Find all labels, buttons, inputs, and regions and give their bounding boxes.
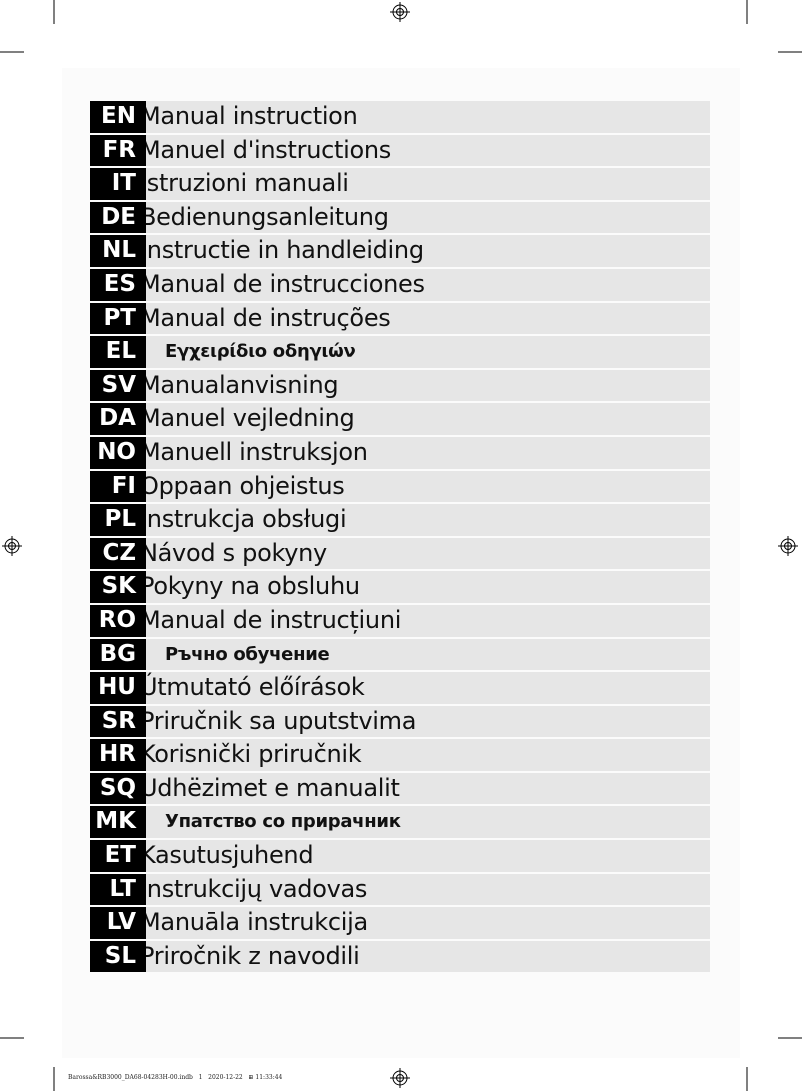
manual-title: Bedienungsanleitung [140, 202, 389, 231]
language-code: MK [90, 806, 146, 839]
language-row: SQ Udhëzimet e manualit [90, 772, 710, 805]
language-code: IT [90, 168, 146, 200]
manual-title: Manual de instrucciones [140, 269, 425, 298]
language-row: FI Oppaan ohjeistus [90, 470, 710, 503]
language-code: RO [90, 604, 146, 637]
language-code: CZ [90, 537, 146, 570]
manual-title: Instrukcijų vadovas [140, 874, 368, 903]
language-code: SL [90, 940, 146, 973]
language-row: EN Manual instruction [90, 101, 710, 133]
language-code: LV [90, 907, 146, 939]
language-row: DE Bedienungsanleitung [90, 201, 710, 234]
manual-title: Manuel vejledning [140, 404, 355, 433]
manual-title: Pokyny na obsluhu [140, 572, 360, 601]
language-row: LT Instrukcijų vadovas [90, 873, 710, 906]
language-row: LV Manuāla instrukcija [90, 907, 710, 939]
language-code: SV [90, 369, 146, 402]
manual-title: Εγχειρίδιο οδηγιών [165, 341, 356, 363]
language-code: DA [90, 403, 146, 435]
manual-title: Instructie in handleiding [140, 236, 424, 265]
language-row: HU Útmutató előírások [90, 672, 710, 704]
manual-title: Manualanvisning [140, 370, 339, 399]
language-row: SL Priročnik z navodili [90, 940, 710, 973]
language-code: FI [90, 470, 146, 503]
manual-title: Návod s pokyny [140, 538, 327, 567]
manual-title: Útmutató előírások [140, 673, 365, 702]
language-row: NL Instructie in handleiding [90, 235, 710, 267]
language-code: PL [90, 504, 146, 536]
language-row: PL Instrukcja obsługi [90, 504, 710, 536]
manual-title: Manual de instrucțiuni [140, 605, 402, 634]
language-row: EL Εγχειρίδιο οδηγιών [90, 336, 710, 368]
language-code: ET [90, 840, 146, 872]
manual-title: Kasutusjuhend [140, 841, 314, 870]
language-row: DA Manuel vejledning [90, 403, 710, 435]
language-row: HR Korisnički priručnik [90, 739, 710, 771]
manual-title: Manuell instruksjon [140, 437, 368, 466]
manual-title: Udhëzimet e manualit [140, 773, 400, 802]
language-code: NO [90, 436, 146, 469]
language-row: BG Ръчно обучение [90, 638, 710, 671]
manual-title: Manuel d'instructions [140, 135, 391, 164]
language-row: SK Pokyny na obsluhu [90, 571, 710, 603]
language-code: EN [90, 101, 146, 133]
language-code: ES [90, 268, 146, 301]
manual-title: Ръчно обучение [165, 643, 330, 665]
language-code: PT [90, 302, 146, 335]
language-code: SR [90, 705, 146, 738]
language-code: SK [90, 571, 146, 603]
footer: Barossa&RB3000_DA68-04283H-00.indb 1 202… [68, 1074, 283, 1081]
language-code: EL [90, 336, 146, 368]
manual-title: Manuāla instrukcija [140, 908, 368, 937]
manual-title: Manual instruction [140, 102, 358, 130]
language-row: NO Manuell instruksjon [90, 436, 710, 469]
manual-title: Istruzioni manuali [140, 169, 349, 198]
language-row: PT Manual de instruções [90, 302, 710, 335]
language-code: BG [90, 638, 146, 671]
manual-title: Instrukcja obsługi [140, 505, 347, 534]
language-code: FR [90, 134, 146, 167]
manual-title: Priručnik sa uputstvima [140, 706, 417, 735]
language-code: HR [90, 739, 146, 771]
language-code: DE [90, 201, 146, 234]
manual-title: Oppaan ohjeistus [140, 471, 345, 500]
language-row: IT Istruzioni manuali [90, 168, 710, 200]
language-row: SR Priručnik sa uputstvima [90, 705, 710, 738]
language-code: NL [90, 235, 146, 267]
manual-title: Manual de instruções [140, 303, 391, 332]
manual-title: Korisnički priručnik [140, 740, 362, 769]
manual-title: Priročnik z navodili [140, 941, 360, 970]
language-row: FR Manuel d'instructions [90, 134, 710, 167]
manual-title: Упатство со прирачник [165, 811, 401, 833]
language-list: EN Manual instruction FR Manuel d'instructi… [90, 101, 710, 974]
language-row: RO Manual de instrucțiuni [90, 604, 710, 637]
language-code: LT [90, 873, 146, 906]
language-row: SV Manualanvisning [90, 369, 710, 402]
language-code: SQ [90, 772, 146, 805]
language-row: ES Manual de instrucciones [90, 268, 710, 301]
language-code: HU [90, 672, 146, 704]
language-row: ET Kasutusjuhend [90, 840, 710, 872]
language-row: CZ Návod s pokyny [90, 537, 710, 570]
language-row: MK Упатство со прирачник [90, 806, 710, 839]
